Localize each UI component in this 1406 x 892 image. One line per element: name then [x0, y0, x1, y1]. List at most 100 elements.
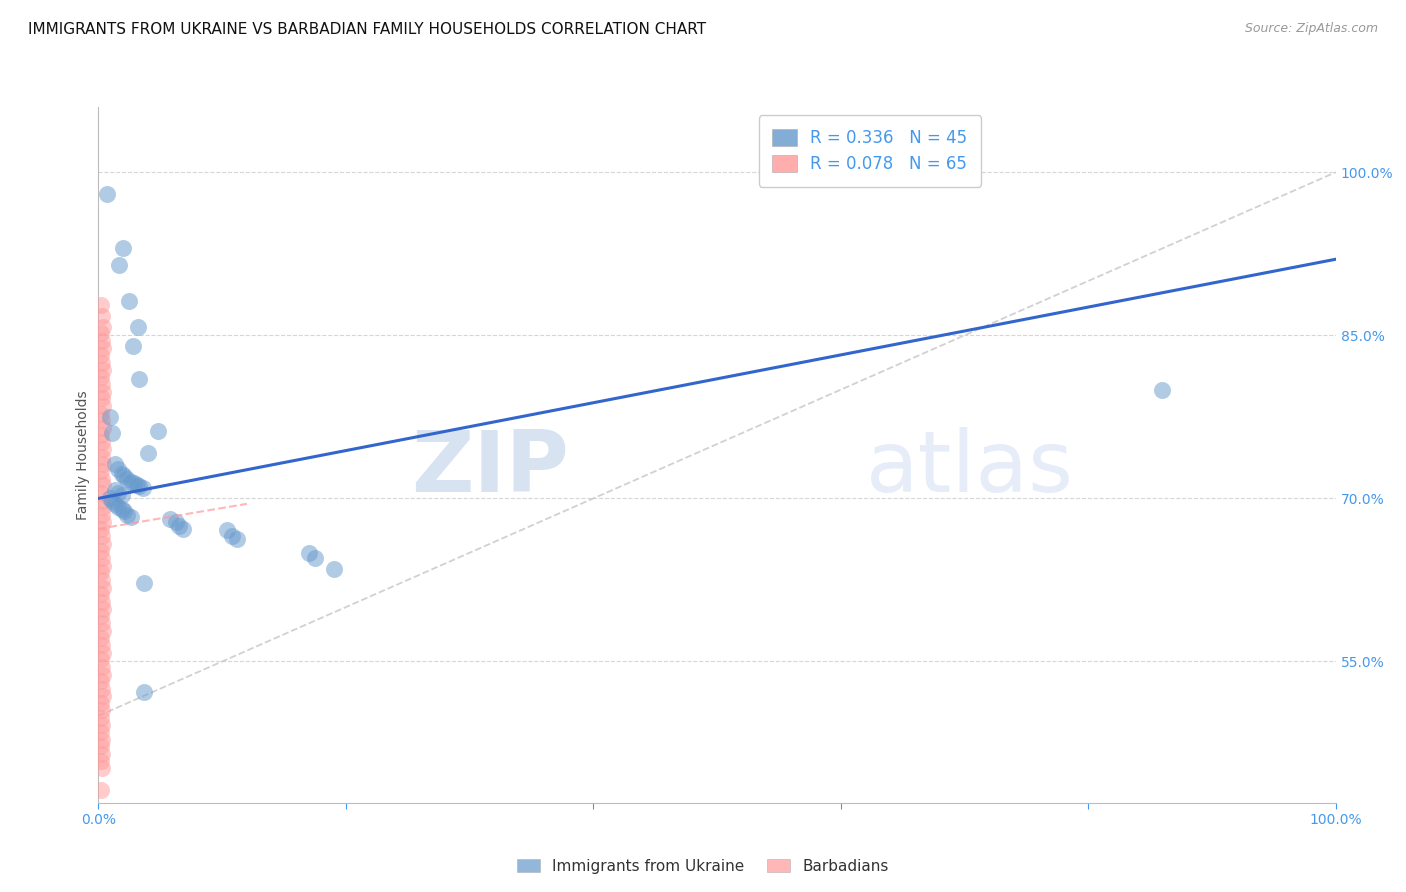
Point	[98, 491, 121, 506]
Point	[91, 377, 114, 392]
Point	[93, 478, 115, 492]
Point	[91, 703, 114, 717]
Point	[91, 747, 114, 761]
Y-axis label: Family Households: Family Households	[76, 390, 90, 520]
Legend: Immigrants from Ukraine, Barbadians: Immigrants from Ukraine, Barbadians	[510, 853, 896, 880]
Point	[91, 508, 114, 522]
Point	[93, 516, 115, 530]
Point	[128, 372, 150, 386]
Point	[91, 573, 114, 587]
Point	[103, 497, 125, 511]
Text: atlas: atlas	[866, 427, 1074, 510]
Point	[90, 486, 112, 500]
Point	[101, 426, 124, 441]
Point	[96, 187, 118, 202]
Point	[93, 442, 115, 457]
Point	[304, 551, 326, 566]
Point	[91, 595, 114, 609]
Point	[322, 562, 344, 576]
Point	[134, 685, 156, 699]
Point	[146, 424, 169, 438]
Point	[91, 732, 114, 747]
Point	[91, 638, 114, 652]
Point	[91, 434, 114, 449]
Point	[128, 479, 150, 493]
Point	[167, 518, 190, 533]
Point	[90, 711, 112, 725]
Point	[98, 409, 121, 424]
Point	[165, 516, 187, 530]
Text: ZIP: ZIP	[411, 427, 568, 510]
Point	[91, 355, 114, 369]
Point	[93, 624, 115, 638]
Point	[90, 674, 112, 689]
Point	[217, 523, 239, 537]
Point	[111, 488, 134, 502]
Point	[112, 504, 135, 518]
Point	[115, 508, 138, 522]
Point	[115, 472, 138, 486]
Point	[90, 725, 112, 739]
Point	[112, 468, 135, 483]
Point	[93, 319, 115, 334]
Point	[118, 293, 141, 308]
Point	[90, 326, 112, 341]
Point	[93, 690, 115, 704]
Point	[90, 755, 112, 769]
Point	[127, 319, 149, 334]
Text: IMMIGRANTS FROM UKRAINE VS BARBADIAN FAMILY HOUSEHOLDS CORRELATION CHART: IMMIGRANTS FROM UKRAINE VS BARBADIAN FAM…	[28, 22, 706, 37]
Point	[93, 558, 115, 573]
Point	[93, 399, 115, 413]
Point	[91, 334, 114, 348]
Point	[226, 532, 249, 546]
Point	[90, 587, 112, 601]
Point	[125, 478, 148, 492]
Point	[90, 407, 112, 421]
Point	[93, 602, 115, 616]
Point	[90, 298, 112, 312]
Point	[107, 462, 129, 476]
Point	[93, 384, 115, 399]
Point	[91, 761, 114, 775]
Point	[91, 413, 114, 427]
Text: Source: ZipAtlas.com: Source: ZipAtlas.com	[1244, 22, 1378, 36]
Point	[93, 667, 115, 681]
Point	[111, 467, 134, 482]
Point	[221, 529, 243, 543]
Point	[91, 660, 114, 674]
Point	[93, 646, 115, 660]
Point	[93, 537, 115, 551]
Point	[90, 522, 112, 536]
Point	[90, 696, 112, 710]
Point	[93, 363, 115, 377]
Point	[120, 475, 142, 489]
Point	[136, 446, 159, 460]
Point	[108, 258, 131, 272]
Point	[90, 782, 112, 797]
Point	[91, 472, 114, 486]
Point	[172, 522, 194, 536]
Point	[91, 681, 114, 696]
Point	[111, 502, 134, 516]
Point	[90, 428, 112, 442]
Point	[90, 608, 112, 623]
Point	[91, 450, 114, 464]
Point	[91, 392, 114, 406]
Point	[90, 369, 112, 384]
Point	[91, 616, 114, 631]
Point	[120, 509, 142, 524]
Point	[134, 576, 156, 591]
Point	[91, 551, 114, 566]
Point	[132, 481, 155, 495]
Point	[93, 342, 115, 356]
Point	[91, 529, 114, 543]
Point	[107, 500, 129, 515]
Point	[93, 457, 115, 471]
Point	[90, 543, 112, 558]
Point	[90, 348, 112, 362]
Point	[90, 631, 112, 645]
Point	[124, 476, 146, 491]
Point	[91, 309, 114, 323]
Legend: R = 0.336   N = 45, R = 0.078   N = 65: R = 0.336 N = 45, R = 0.078 N = 65	[759, 115, 981, 186]
Point	[122, 339, 145, 353]
